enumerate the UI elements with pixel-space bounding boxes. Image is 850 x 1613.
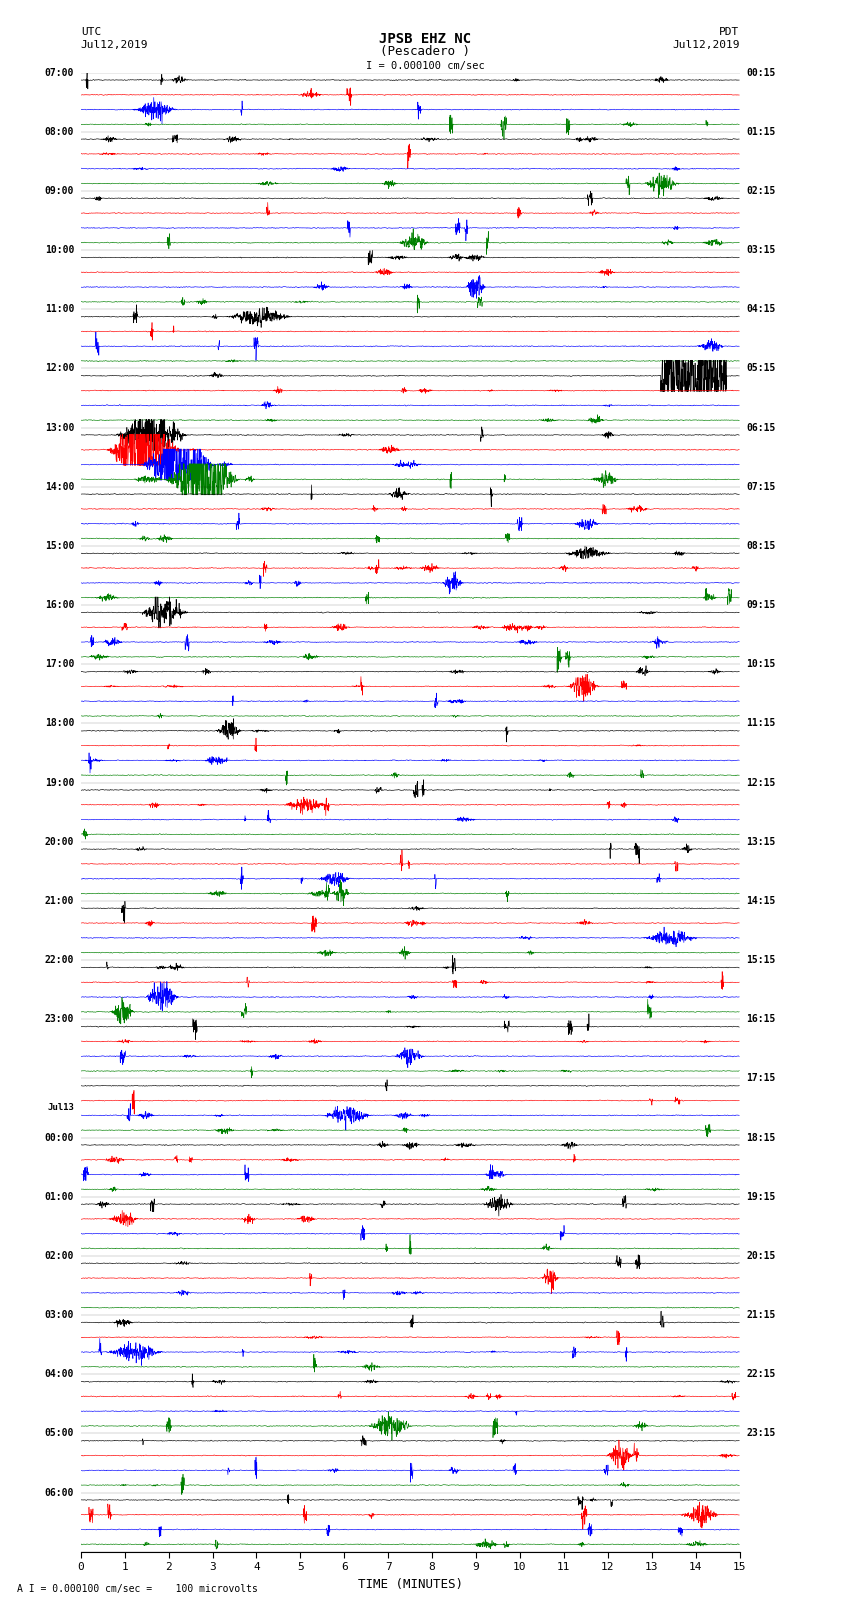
Text: 16:00: 16:00 bbox=[45, 600, 74, 610]
Text: 17:15: 17:15 bbox=[746, 1073, 775, 1084]
Text: 03:00: 03:00 bbox=[45, 1310, 74, 1319]
Text: 20:00: 20:00 bbox=[45, 837, 74, 847]
Text: 13:15: 13:15 bbox=[746, 837, 775, 847]
Text: 05:15: 05:15 bbox=[746, 363, 775, 373]
Text: Jul12,2019: Jul12,2019 bbox=[672, 40, 740, 50]
Text: 12:15: 12:15 bbox=[746, 777, 775, 787]
Text: UTC: UTC bbox=[81, 27, 101, 37]
Text: 13:00: 13:00 bbox=[45, 423, 74, 432]
Text: 19:00: 19:00 bbox=[45, 777, 74, 787]
Text: 22:15: 22:15 bbox=[746, 1369, 775, 1379]
Text: 04:00: 04:00 bbox=[45, 1369, 74, 1379]
Text: 19:15: 19:15 bbox=[746, 1192, 775, 1202]
Text: 08:15: 08:15 bbox=[746, 540, 775, 552]
Text: 01:00: 01:00 bbox=[45, 1192, 74, 1202]
Text: 18:00: 18:00 bbox=[45, 718, 74, 729]
Text: A I = 0.000100 cm/sec =    100 microvolts: A I = 0.000100 cm/sec = 100 microvolts bbox=[17, 1584, 258, 1594]
Text: 08:00: 08:00 bbox=[45, 127, 74, 137]
Text: 15:00: 15:00 bbox=[45, 540, 74, 552]
Text: 21:00: 21:00 bbox=[45, 895, 74, 907]
Text: 06:00: 06:00 bbox=[45, 1487, 74, 1497]
Text: JPSB EHZ NC: JPSB EHZ NC bbox=[379, 32, 471, 47]
Text: 15:15: 15:15 bbox=[746, 955, 775, 965]
Text: 00:00: 00:00 bbox=[45, 1132, 74, 1142]
X-axis label: TIME (MINUTES): TIME (MINUTES) bbox=[358, 1578, 462, 1590]
Text: 01:15: 01:15 bbox=[746, 127, 775, 137]
Text: 22:00: 22:00 bbox=[45, 955, 74, 965]
Text: Jul13: Jul13 bbox=[48, 1103, 74, 1113]
Text: 11:15: 11:15 bbox=[746, 718, 775, 729]
Text: 21:15: 21:15 bbox=[746, 1310, 775, 1319]
Text: 20:15: 20:15 bbox=[746, 1252, 775, 1261]
Text: 05:00: 05:00 bbox=[45, 1429, 74, 1439]
Text: (Pescadero ): (Pescadero ) bbox=[380, 45, 470, 58]
Text: 18:15: 18:15 bbox=[746, 1132, 775, 1142]
Text: 02:15: 02:15 bbox=[746, 185, 775, 195]
Text: 03:15: 03:15 bbox=[746, 245, 775, 255]
Text: 14:00: 14:00 bbox=[45, 482, 74, 492]
Text: 14:15: 14:15 bbox=[746, 895, 775, 907]
Text: 07:00: 07:00 bbox=[45, 68, 74, 77]
Text: 00:15: 00:15 bbox=[746, 68, 775, 77]
Text: 02:00: 02:00 bbox=[45, 1252, 74, 1261]
Text: 06:15: 06:15 bbox=[746, 423, 775, 432]
Text: 09:00: 09:00 bbox=[45, 185, 74, 195]
Text: 23:00: 23:00 bbox=[45, 1015, 74, 1024]
Text: 10:15: 10:15 bbox=[746, 660, 775, 669]
Text: 09:15: 09:15 bbox=[746, 600, 775, 610]
Text: I = 0.000100 cm/sec: I = 0.000100 cm/sec bbox=[366, 61, 484, 71]
Text: 11:00: 11:00 bbox=[45, 305, 74, 315]
Text: 17:00: 17:00 bbox=[45, 660, 74, 669]
Text: 23:15: 23:15 bbox=[746, 1429, 775, 1439]
Text: 04:15: 04:15 bbox=[746, 305, 775, 315]
Text: Jul12,2019: Jul12,2019 bbox=[81, 40, 148, 50]
Text: PDT: PDT bbox=[719, 27, 740, 37]
Text: 12:00: 12:00 bbox=[45, 363, 74, 373]
Text: 10:00: 10:00 bbox=[45, 245, 74, 255]
Text: 16:15: 16:15 bbox=[746, 1015, 775, 1024]
Text: 07:15: 07:15 bbox=[746, 482, 775, 492]
